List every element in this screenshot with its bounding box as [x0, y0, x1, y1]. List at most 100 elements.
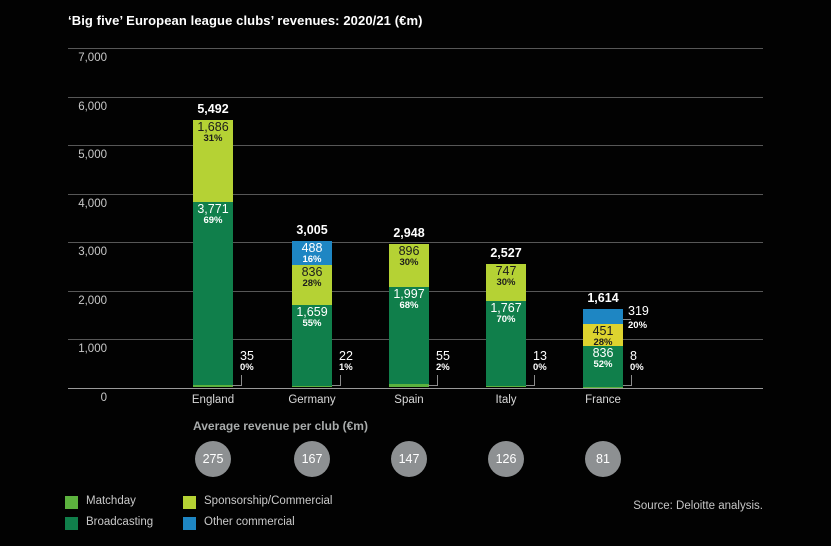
- gridline: [68, 145, 763, 147]
- segment-value: 3,771: [197, 202, 229, 217]
- bar-segment-matchday: [292, 385, 332, 387]
- total-label: 1,614: [587, 290, 619, 305]
- side-pct: 0%: [533, 362, 547, 373]
- side-pct: 0%: [240, 362, 254, 373]
- bar-segment-sponsorship: [193, 120, 233, 203]
- leader-line: [331, 375, 341, 386]
- side-value: 22: [339, 349, 353, 363]
- bar-segment-matchday: [193, 385, 233, 387]
- segment-value: 747: [495, 264, 517, 279]
- y-tick-label: 5,000: [78, 149, 107, 162]
- total-label: 2,948: [393, 225, 425, 240]
- country-label: Spain: [394, 394, 424, 406]
- y-tick-label: 7,000: [78, 52, 107, 64]
- bar-segment-broadcasting: [193, 202, 233, 386]
- legend-label-sponsorship: Sponsorship/Commercial: [204, 495, 333, 507]
- bar-segment-broadcasting: [486, 300, 526, 387]
- segment-value: 488: [301, 241, 323, 256]
- bar-segment-matchday: [583, 386, 623, 388]
- side-value: 35: [240, 349, 254, 363]
- y-tick-label: 6,000: [78, 100, 107, 113]
- x-axis-line: [68, 388, 763, 389]
- legend-swatch-matchday: [65, 496, 78, 509]
- y-tick-label: 2,000: [78, 294, 107, 307]
- segment-pct: 55%: [302, 318, 322, 330]
- segment-value: 836: [592, 346, 614, 360]
- legend-swatch-sponsorship: [183, 496, 196, 509]
- side-pct: 0%: [630, 362, 644, 373]
- country-label: France: [585, 394, 621, 406]
- segment-label: 747 30%: [486, 265, 526, 288]
- leader-line: [232, 375, 242, 386]
- y-tick-label: 1,000: [78, 343, 107, 356]
- segment-label: 3,771 69%: [193, 203, 233, 226]
- avg-revenue-circle: 275: [195, 441, 231, 477]
- segment-pct: 16%: [302, 254, 322, 266]
- avg-section-title: Average revenue per club (€m): [193, 419, 368, 433]
- segment-pct: 30%: [496, 277, 516, 289]
- total-label: 2,527: [490, 246, 522, 261]
- avg-revenue-value: 81: [596, 452, 610, 466]
- bar-segment-sponsorship: [583, 324, 623, 346]
- country-label: Italy: [495, 394, 517, 406]
- leader-line: [622, 375, 632, 386]
- avg-revenue-circle: 81: [585, 441, 621, 477]
- avg-revenue-value: 167: [301, 452, 323, 466]
- legend-label-broadcasting: Broadcasting: [86, 516, 154, 528]
- avg-revenue-circle: 147: [391, 441, 427, 477]
- segment-pct: 31%: [203, 133, 223, 145]
- segment-value: 836: [301, 264, 323, 279]
- segment-value: 451: [592, 324, 614, 339]
- segment-pct: 28%: [302, 277, 322, 289]
- legend-swatch-broadcasting: [65, 517, 78, 530]
- segment-value: 1,767: [490, 300, 522, 315]
- segment-pct: 30%: [399, 256, 419, 268]
- segment-value: 1,659: [296, 305, 328, 320]
- segment-label: 1,767 70%: [486, 300, 526, 325]
- source-label: Source: Deloitte analysis.: [633, 500, 763, 512]
- country-label: Germany: [288, 394, 336, 406]
- bar-segment-matchday: [486, 386, 526, 388]
- avg-revenue-circle: 126: [488, 441, 524, 477]
- segment-value: 1,997: [393, 287, 425, 302]
- side-pct: 1%: [339, 362, 353, 373]
- legend-label-matchday: Matchday: [86, 495, 136, 507]
- segment-pct: 70%: [496, 313, 516, 325]
- segment-value: 896: [398, 243, 420, 258]
- segment-pct: 68%: [399, 300, 419, 312]
- country-label: England: [191, 394, 235, 406]
- segment-label: 488 16%: [292, 242, 332, 265]
- bar-segment-broadcasting: [292, 305, 332, 386]
- y-tick-label: 3,000: [78, 246, 107, 259]
- bar-segment-broadcasting: [389, 287, 429, 385]
- legend-label-other: Other commercial: [204, 516, 295, 528]
- side-pct: 20%: [628, 320, 648, 332]
- segment-label: 451 28%: [583, 325, 623, 348]
- gridline: [68, 96, 763, 98]
- side-value: 319: [628, 304, 649, 319]
- y-tick-label: 4,000: [78, 197, 107, 210]
- bar-segment-sponsorship: [389, 243, 429, 288]
- leader-line: [428, 375, 438, 386]
- avg-revenue-value: 126: [495, 452, 517, 466]
- total-label: 3,005: [296, 223, 328, 238]
- avg-revenue-circle: 167: [294, 441, 330, 477]
- bar-segment-other: [583, 308, 623, 325]
- bar-segment-broadcasting: [583, 346, 623, 387]
- segment-value: 1,686: [197, 120, 229, 135]
- segment-label: 1,997 68%: [389, 288, 429, 311]
- segment-label: 836 28%: [292, 264, 332, 289]
- side-value: 8: [630, 349, 637, 363]
- bar-segment-matchday: [389, 384, 429, 387]
- segment-label: 1,686 31%: [193, 121, 233, 144]
- segment-pct: 28%: [593, 337, 613, 349]
- bar-segment-other: [292, 241, 332, 265]
- segment-label: 836 52%: [583, 347, 623, 370]
- avg-revenue-value: 147: [398, 452, 420, 466]
- gridline: [68, 242, 763, 244]
- side-pct: 2%: [436, 362, 450, 373]
- gridline: [68, 193, 763, 195]
- avg-revenue-value: 275: [202, 452, 224, 466]
- side-value: 13: [533, 349, 547, 363]
